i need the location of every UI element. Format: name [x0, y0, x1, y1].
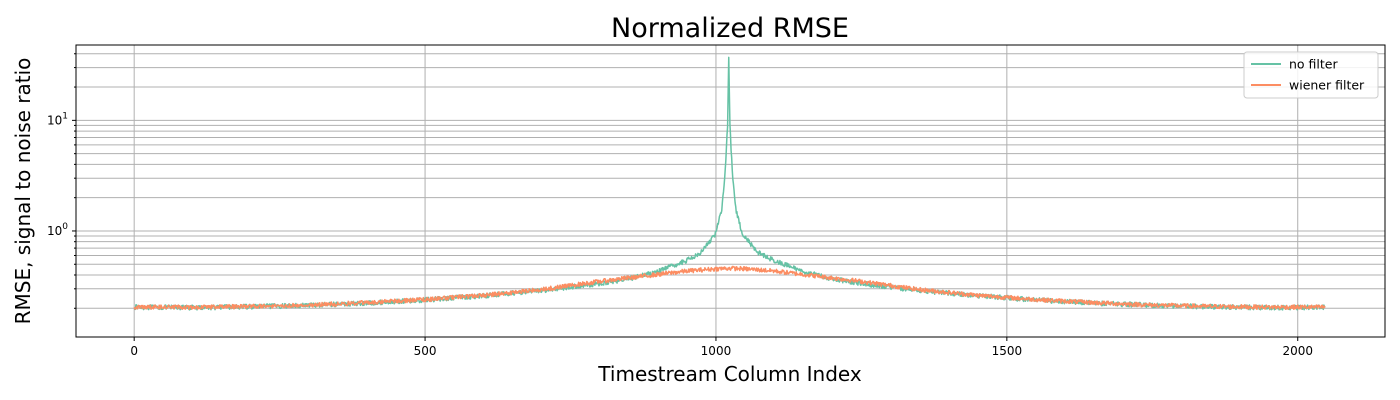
y-tick-label: 100	[47, 222, 68, 238]
series-layer	[133, 56, 1326, 311]
legend: no filter wiener filter	[1243, 51, 1379, 99]
legend-label-no-filter: no filter	[1289, 57, 1338, 72]
x-axis-title: Timestream Column Index	[597, 362, 862, 386]
series-line-no-filter	[133, 56, 1326, 311]
chart-title: Normalized RMSE	[611, 13, 849, 44]
y-axis-title: RMSE, signal to noise ratio	[11, 58, 35, 325]
grid	[76, 45, 1385, 337]
x-axis: 0 500 1000 1500 2000	[130, 337, 1313, 358]
x-tick-label: 500	[414, 344, 437, 358]
y-tick-label: 101	[47, 111, 68, 127]
x-tick-label: 1000	[701, 344, 732, 358]
x-tick-label: 0	[130, 344, 138, 358]
series-line-wiener-filter	[133, 265, 1326, 311]
x-tick-label: 2000	[1282, 344, 1313, 358]
y-axis: 100 101	[47, 53, 76, 309]
legend-label-wiener-filter: wiener filter	[1289, 78, 1365, 93]
plot-frame	[75, 44, 1386, 338]
x-tick-label: 1500	[992, 344, 1023, 358]
